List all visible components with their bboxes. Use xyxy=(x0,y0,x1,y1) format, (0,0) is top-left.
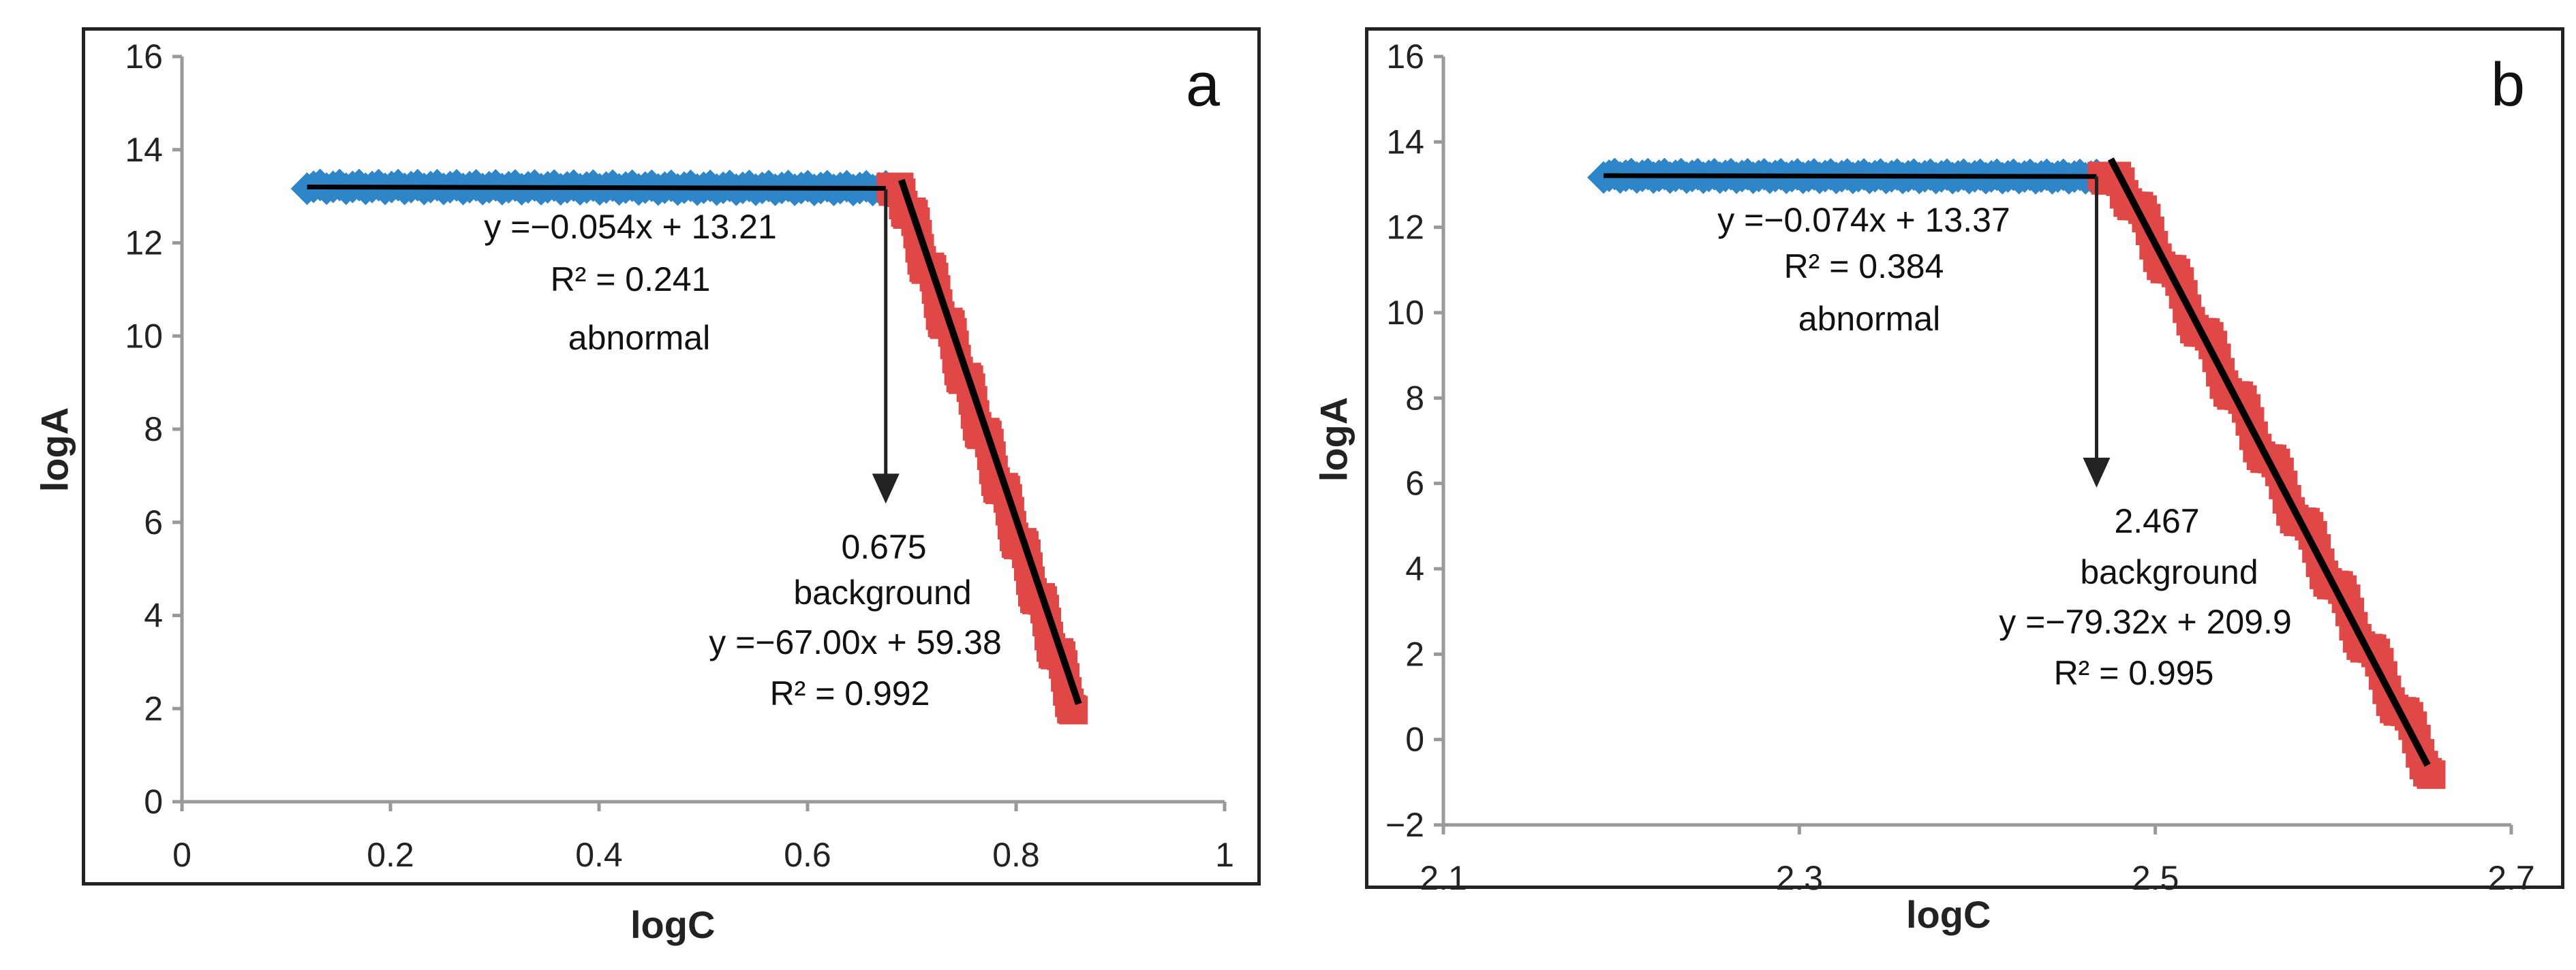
label-abnormal-a: abnormal xyxy=(568,319,710,357)
label-background-a: background xyxy=(793,574,971,612)
threshold-value-b: 2.467 xyxy=(2114,502,2199,540)
y-tick-label-b: 12 xyxy=(1386,208,1424,247)
x-axis-ticks-a: 0 0.2 0.4 0.6 0.8 1 xyxy=(172,802,1234,874)
r2-abnormal-b: R² = 0.384 xyxy=(1784,247,1944,285)
fit-line-background-b xyxy=(2107,157,2431,767)
equation-background-a: y =−67.00x + 59.38 xyxy=(709,623,1002,661)
y-tick-label-a: 10 xyxy=(125,317,163,355)
panel-a: 0 2 4 6 8 10 12 14 16 0 0.2 0.4 0.6 0.8 1 a y =−0.054… xyxy=(82,27,1261,886)
y-tick-label-a: 6 xyxy=(144,503,163,542)
x-tick-label-b: 2.3 xyxy=(1776,859,1824,897)
y-tick-label-b: 14 xyxy=(1386,123,1424,161)
threshold-value-a: 0.675 xyxy=(841,528,926,566)
y-axis-ticks-a: 0 2 4 6 8 10 12 14 16 xyxy=(125,37,182,821)
chart-b: −2 0 2 4 6 8 10 12 14 16 2.1 2.3 2.5 2.7 b y =−0.074… xyxy=(1385,37,2535,897)
y-tick-label-b: −2 xyxy=(1385,806,1424,844)
background-point-a xyxy=(1059,695,1088,725)
equation-background-b: y =−79.32x + 209.9 xyxy=(1999,603,2292,641)
y-tick-label-a: 14 xyxy=(125,131,163,169)
equation-abnormal-a: y =−0.054x + 13.21 xyxy=(484,208,777,246)
threshold-arrowhead-b xyxy=(2083,457,2111,488)
y-tick-label-a: 2 xyxy=(144,689,163,728)
y-tick-label-a: 0 xyxy=(144,783,163,821)
x-tick-label-b: 2.7 xyxy=(2487,859,2535,897)
y-tick-label-b: 10 xyxy=(1386,294,1424,332)
label-abnormal-b: abnormal xyxy=(1798,300,1940,338)
panel-b: −2 0 2 4 6 8 10 12 14 16 2.1 2.3 2.5 2.7 b y =−0.074… xyxy=(1365,27,2564,897)
y-tick-label-a: 4 xyxy=(144,597,163,635)
fit-line-background-a xyxy=(898,178,1082,706)
y-axis-title-a: logA xyxy=(33,407,76,492)
x-axis-ticks-b: 2.1 2.3 2.5 2.7 xyxy=(1420,825,2535,897)
x-tick-label-a: 0.2 xyxy=(367,836,414,874)
x-tick-label-b: 2.1 xyxy=(1420,859,1467,897)
x-tick-label-a: 0 xyxy=(172,836,191,874)
y-tick-label-b: 2 xyxy=(1405,635,1424,673)
label-background-b: background xyxy=(2080,553,2258,591)
y-tick-label-b: 0 xyxy=(1405,721,1424,759)
y-axis-title-b: logA xyxy=(1312,396,1355,482)
y-tick-label-b: 6 xyxy=(1405,465,1424,503)
x-axis-title-b: logC xyxy=(1906,893,1991,936)
equation-abnormal-b: y =−0.074x + 13.37 xyxy=(1717,201,2010,239)
chart-a: 0 2 4 6 8 10 12 14 16 0 0.2 0.4 0.6 0.8 1 a y =−0.054… xyxy=(125,37,1234,874)
y-axis-ticks-b: −2 0 2 4 6 8 10 12 14 16 xyxy=(1385,37,1443,844)
r2-background-a: R² = 0.992 xyxy=(770,674,930,713)
y-tick-label-b: 16 xyxy=(1386,37,1424,76)
x-tick-label-a: 1 xyxy=(1215,836,1234,874)
y-tick-label-a: 12 xyxy=(125,224,163,262)
panel-label-a: a xyxy=(1186,51,1221,119)
x-tick-label-a: 0.4 xyxy=(575,836,623,874)
x-tick-label-a: 0.8 xyxy=(992,836,1040,874)
x-tick-label-a: 0.6 xyxy=(784,836,831,874)
x-axis-title-a: logC xyxy=(630,903,716,946)
background-point-b xyxy=(2417,760,2446,789)
y-tick-label-b: 8 xyxy=(1405,379,1424,417)
r2-background-b: R² = 0.995 xyxy=(2054,654,2214,692)
threshold-arrowhead-a xyxy=(872,473,900,504)
y-tick-label-a: 8 xyxy=(144,410,163,448)
y-tick-label-a: 16 xyxy=(125,37,163,76)
r2-abnormal-a: R² = 0.241 xyxy=(551,260,711,298)
x-tick-label-b: 2.5 xyxy=(2132,859,2179,897)
y-tick-label-b: 4 xyxy=(1405,550,1424,588)
panel-label-b: b xyxy=(2491,51,2525,119)
fit-line-abnormal-a xyxy=(307,184,886,191)
